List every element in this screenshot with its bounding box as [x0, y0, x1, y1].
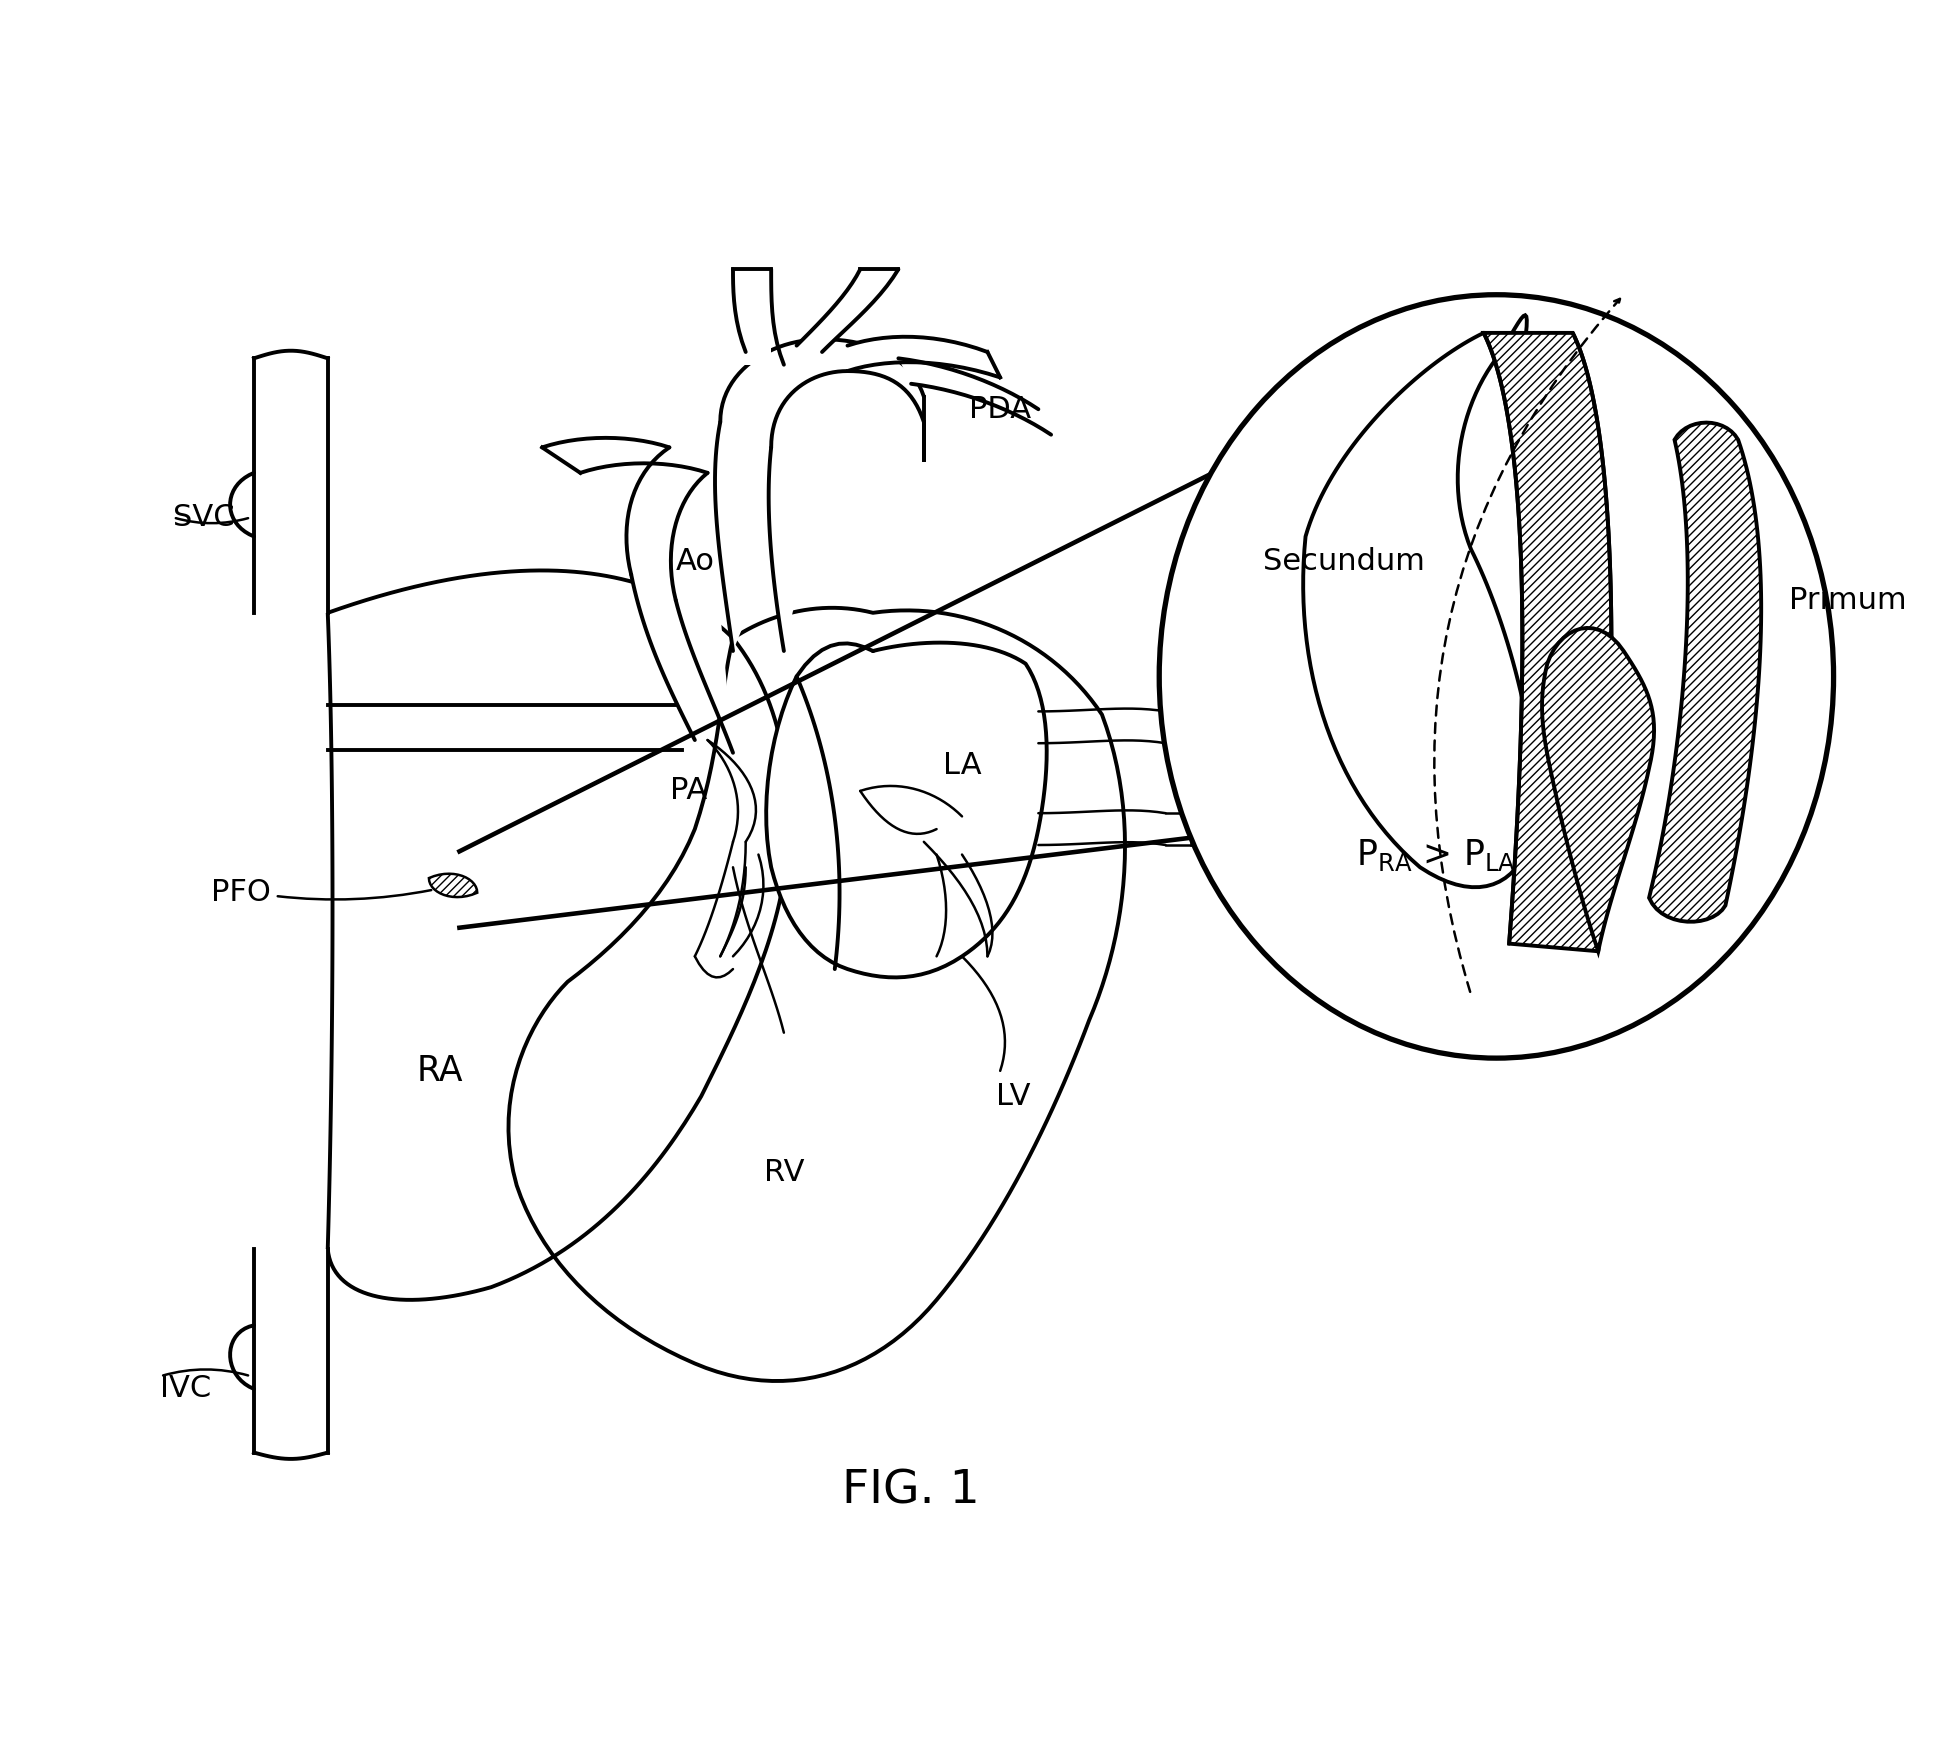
- Text: RA: RA: [418, 1054, 464, 1088]
- Text: IVC: IVC: [161, 1375, 211, 1403]
- Text: PFO: PFO: [211, 878, 271, 906]
- Polygon shape: [542, 438, 708, 473]
- Polygon shape: [1483, 333, 1611, 950]
- Polygon shape: [327, 570, 789, 1301]
- Polygon shape: [429, 873, 478, 898]
- Polygon shape: [627, 447, 733, 753]
- Text: LV: LV: [996, 1082, 1031, 1111]
- Text: SVC: SVC: [174, 503, 234, 532]
- Text: LA: LA: [942, 752, 981, 780]
- Polygon shape: [1650, 422, 1762, 922]
- Text: FIG. 1: FIG. 1: [841, 1468, 981, 1514]
- Polygon shape: [253, 1250, 327, 1452]
- Text: Secundum: Secundum: [1263, 547, 1425, 577]
- Polygon shape: [327, 706, 683, 750]
- Polygon shape: [766, 642, 1046, 977]
- Polygon shape: [716, 340, 924, 651]
- Polygon shape: [733, 269, 772, 364]
- Polygon shape: [1304, 315, 1536, 887]
- Polygon shape: [899, 359, 1050, 435]
- Ellipse shape: [1158, 294, 1833, 1058]
- Polygon shape: [509, 607, 1126, 1382]
- Text: Ao: Ao: [675, 547, 714, 577]
- Text: PDA: PDA: [969, 394, 1031, 424]
- Text: PA: PA: [669, 776, 708, 806]
- Text: RV: RV: [764, 1158, 805, 1188]
- Text: $\mathregular{P_{RA}}$ > $\mathregular{P_{LA}}$: $\mathregular{P_{RA}}$ > $\mathregular{P…: [1356, 836, 1516, 873]
- Polygon shape: [847, 336, 1000, 377]
- Polygon shape: [1541, 628, 1654, 950]
- Text: Primum: Primum: [1789, 586, 1907, 614]
- Polygon shape: [797, 269, 899, 352]
- Polygon shape: [253, 359, 327, 612]
